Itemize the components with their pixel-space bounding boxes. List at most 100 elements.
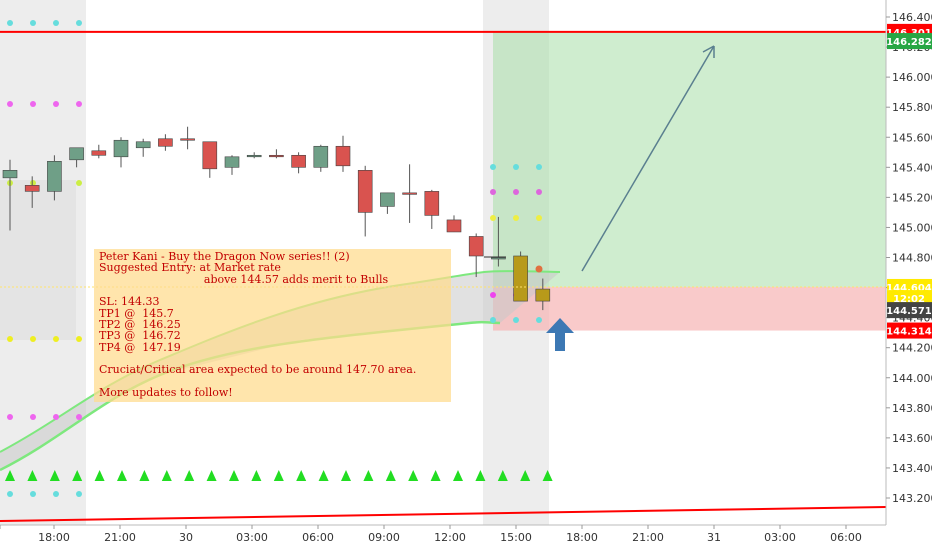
note-line: Cruciat/Critical area expected to be aro… (99, 363, 417, 377)
indicator-dot (7, 491, 13, 497)
buy-triangle (430, 470, 441, 481)
range-box (0, 180, 76, 340)
candle-body (380, 192, 395, 207)
indicator-dot (53, 491, 59, 497)
indicator-dot (536, 215, 542, 221)
time-axis[interactable]: 18:00 21:00 30 03:00 06:00 09:00 12:00 15:00 18:… (0, 524, 886, 550)
position-zones (493, 31, 886, 331)
indicator-dot (7, 414, 13, 420)
indicator-dot (536, 189, 542, 195)
y-tick-label: 143.400 (892, 462, 932, 475)
indicator-dot (535, 265, 543, 273)
indicator-dot (7, 336, 13, 342)
note-line: TP3 @ 146.72 (99, 329, 181, 343)
candle-body (24, 185, 40, 192)
price-badge-label: 144.571 (886, 306, 932, 317)
indicator-dot (513, 215, 519, 221)
x-tick-label: 03:00 (764, 531, 796, 544)
buy-triangle (542, 470, 553, 481)
x-tick-label: 21:00 (104, 531, 136, 544)
indicator-dot (53, 101, 59, 107)
candle-body (357, 170, 373, 213)
buy-triangle (184, 470, 195, 481)
y-tick-label: 145.800 (892, 101, 932, 114)
indicator-dot (30, 336, 36, 342)
profit-zone (493, 31, 886, 287)
price-badge-label: 144.604 (886, 283, 932, 294)
note-line: TP4 @ 147.19 (99, 340, 181, 354)
target-arrow-line (581, 45, 715, 272)
price-badge (887, 302, 932, 319)
buy-triangle (161, 470, 172, 481)
candle-body (158, 138, 173, 147)
indicator-dot (53, 414, 59, 420)
indicator-dot (490, 317, 496, 323)
buy-triangle (273, 470, 284, 481)
x-tick-label: 03:00 (236, 531, 268, 544)
indicator-dot (536, 317, 542, 323)
indicator-dot (30, 101, 36, 107)
indicator-dot (30, 180, 36, 186)
candle-body (446, 219, 462, 233)
price-badge-label: 146.282 (886, 37, 932, 48)
indicator-dot (30, 491, 36, 497)
y-tick-label: 145.600 (892, 131, 932, 144)
loss-zone (493, 286, 886, 331)
y-tick-label: 143.600 (892, 432, 932, 445)
indicator-dot (30, 414, 36, 420)
candle-body (402, 192, 417, 195)
support-trendline (0, 506, 887, 522)
buy-triangle (72, 470, 83, 481)
buy-triangle (408, 470, 419, 481)
candle-body (246, 154, 262, 158)
note-line: Peter Kani - Buy the Dragon Now series!!… (99, 250, 350, 263)
price-axis[interactable]: 146.400146.200146.000145.800145.600145.4… (885, 0, 932, 550)
price-badge (887, 290, 932, 307)
note-line: SL: 144.33 (99, 295, 160, 309)
indicator-dot (7, 101, 13, 107)
buy-triangle (475, 470, 486, 481)
x-tick-label: 15:00 (500, 531, 532, 544)
time-axis-bg (0, 525, 886, 550)
price-badge (887, 322, 932, 339)
buy-triangle (341, 470, 351, 481)
buy-triangle (296, 470, 307, 481)
candle-body (224, 156, 240, 168)
x-tick-label: 21:00 (632, 531, 664, 544)
buy-triangle (117, 470, 127, 481)
indicator-dot (76, 414, 82, 420)
buy-triangle (363, 470, 374, 481)
buy-triangle (139, 470, 150, 481)
x-tick-label: 06:00 (302, 531, 334, 544)
candle-body (313, 145, 329, 168)
y-tick-label: 146.400 (892, 11, 932, 24)
candle-body (2, 170, 18, 179)
x-tick-label: 18:00 (38, 531, 70, 544)
indicator-dot (513, 164, 519, 170)
y-tick-label: 143.800 (892, 402, 932, 415)
y-tick-label: 144.000 (892, 372, 932, 385)
candle-body (202, 141, 218, 170)
indicator-dot (53, 336, 59, 342)
x-tick-label: 18:00 (566, 531, 598, 544)
note-line: Suggested Entry: at Market rate (99, 261, 281, 275)
indicator-dot (490, 215, 496, 221)
target-arrow-head (702, 45, 715, 58)
indicator-dot (490, 292, 496, 298)
buy-triangle (27, 470, 38, 481)
candle-body (468, 236, 484, 257)
candle-body (269, 154, 284, 158)
y-tick-label: 143.200 (892, 492, 932, 505)
buy-triangle (49, 470, 60, 481)
markers (5, 45, 715, 481)
note-line: above 144.57 adds merit to Bulls (99, 272, 389, 286)
x-tick-label: 12:00 (434, 531, 466, 544)
buy-triangle (251, 470, 262, 481)
y-tick-label: 144.800 (892, 252, 932, 265)
price-axis-bg (886, 0, 932, 550)
buy-triangle (229, 470, 239, 481)
indicator-dot (490, 164, 496, 170)
buy-triangle (453, 470, 463, 481)
note-line: TP1 @ 145.7 (99, 306, 174, 320)
